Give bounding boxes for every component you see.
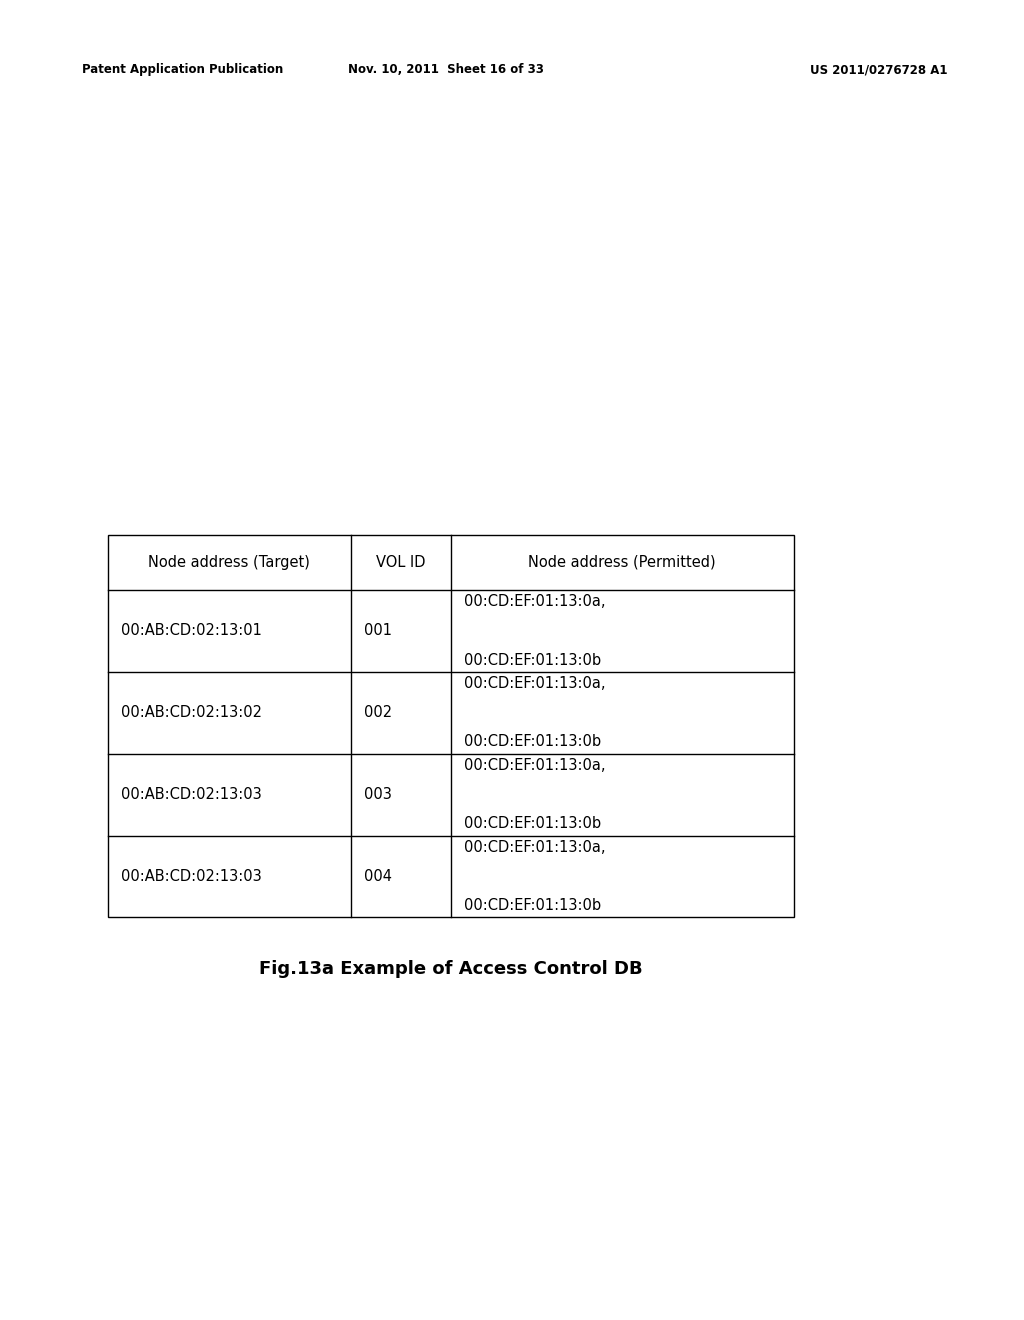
Text: 00:CD:EF:01:13:0b: 00:CD:EF:01:13:0b [464, 652, 601, 668]
Text: Node address (Target): Node address (Target) [148, 554, 310, 570]
Text: 00:AB:CD:02:13:03: 00:AB:CD:02:13:03 [121, 787, 261, 803]
Text: Node address (Permitted): Node address (Permitted) [528, 554, 716, 570]
Text: Patent Application Publication: Patent Application Publication [82, 63, 284, 77]
Text: 00:AB:CD:02:13:03: 00:AB:CD:02:13:03 [121, 869, 261, 884]
Text: 002: 002 [365, 705, 392, 721]
Text: 00:CD:EF:01:13:0a,: 00:CD:EF:01:13:0a, [464, 758, 605, 774]
Text: 00:CD:EF:01:13:0a,: 00:CD:EF:01:13:0a, [464, 840, 605, 855]
Text: 001: 001 [365, 623, 392, 639]
Text: 00:CD:EF:01:13:0b: 00:CD:EF:01:13:0b [464, 898, 601, 913]
Text: VOL ID: VOL ID [376, 554, 426, 570]
Text: 00:CD:EF:01:13:0b: 00:CD:EF:01:13:0b [464, 816, 601, 832]
Text: Nov. 10, 2011  Sheet 16 of 33: Nov. 10, 2011 Sheet 16 of 33 [347, 63, 544, 77]
Text: 00:CD:EF:01:13:0b: 00:CD:EF:01:13:0b [464, 734, 601, 750]
Text: 003: 003 [365, 787, 392, 803]
Text: 004: 004 [365, 869, 392, 884]
Text: 00:CD:EF:01:13:0a,: 00:CD:EF:01:13:0a, [464, 594, 605, 610]
Text: Fig.13a Example of Access Control DB: Fig.13a Example of Access Control DB [259, 960, 642, 978]
Text: 00:AB:CD:02:13:02: 00:AB:CD:02:13:02 [121, 705, 262, 721]
Text: 00:CD:EF:01:13:0a,: 00:CD:EF:01:13:0a, [464, 676, 605, 692]
Text: 00:AB:CD:02:13:01: 00:AB:CD:02:13:01 [121, 623, 262, 639]
Text: US 2011/0276728 A1: US 2011/0276728 A1 [810, 63, 947, 77]
